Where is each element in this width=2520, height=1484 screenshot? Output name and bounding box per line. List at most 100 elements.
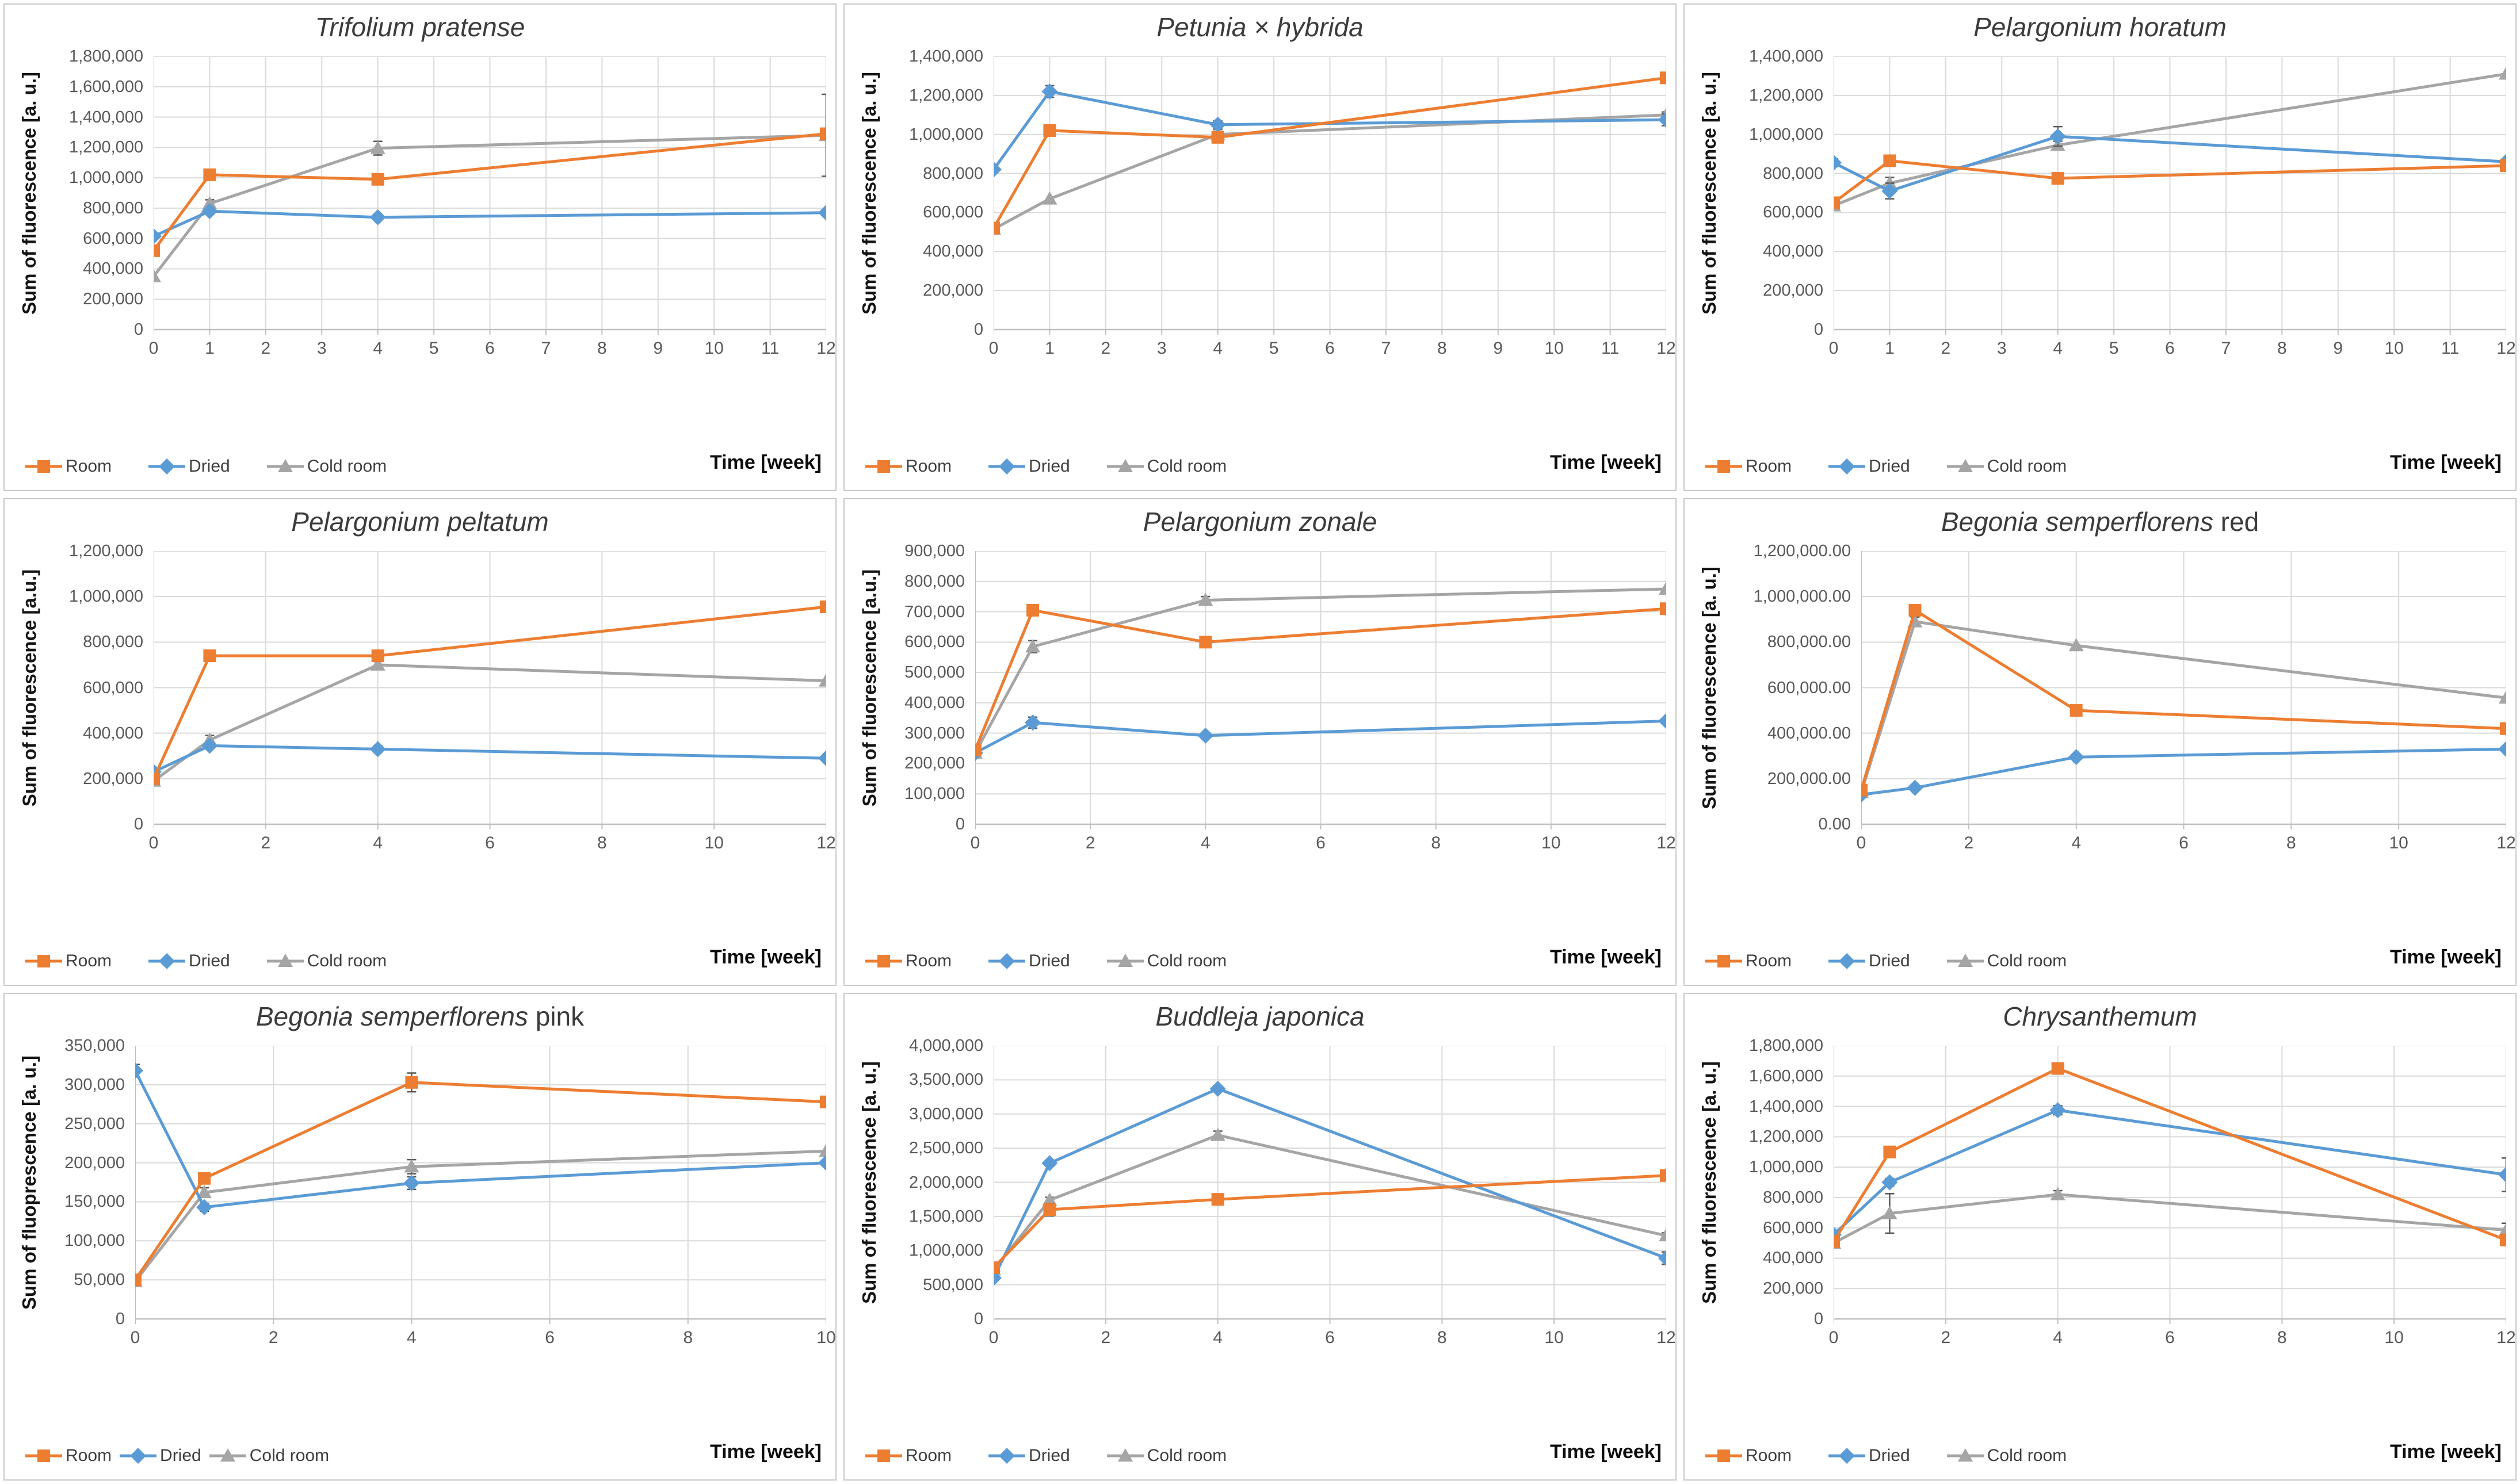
- chart-title: Begonia semperflorens pink: [5, 1001, 835, 1032]
- legend-label: Room: [66, 1446, 112, 1465]
- legend-label: Dried: [1029, 1446, 1070, 1465]
- series-dried: [135, 1062, 826, 1215]
- y-tick-label: 0: [973, 320, 983, 339]
- y-tick-label: 800,000.00: [1767, 633, 1851, 652]
- x-tick-label: 8: [2277, 339, 2287, 358]
- chart-title-species: Trifolium pratense: [315, 12, 525, 42]
- x-tick-label: 6: [2179, 833, 2189, 852]
- y-tick-label: 200,000: [83, 290, 143, 309]
- y-tick-label: 600,000: [1763, 203, 1823, 222]
- x-tick-label: 4: [1200, 833, 1211, 852]
- y-tick-label: 1,000,000: [908, 125, 983, 144]
- diamond-marker-icon: [1828, 1448, 1866, 1464]
- x-tick-label: 9: [653, 339, 663, 358]
- y-tick-label: 4,000,000: [908, 1036, 983, 1055]
- triangle-marker-icon: [1946, 459, 1984, 472]
- y-tick-label: 1,400,000: [68, 108, 143, 127]
- y-axis-label-wrap: Sum of fluorescence [a. u.]: [9, 56, 49, 330]
- chart-title: Pelargonium zonale: [845, 506, 1675, 537]
- x-tick-label: 4: [1213, 339, 1223, 358]
- chart-panel-9: Chrysanthemum Sum of fluorescence [a. u.]…: [1683, 993, 2517, 1481]
- legend-item-dried: Dried: [988, 1446, 1070, 1466]
- x-axis-label: Time [week]: [1549, 452, 1662, 473]
- legend-item-dried: Dried: [988, 951, 1070, 971]
- square-marker-icon: [25, 1449, 62, 1462]
- y-tick-label: 1,500,000: [908, 1207, 983, 1226]
- y-axis-label: Sum of fluorescence [a. u.]: [1698, 71, 1720, 315]
- x-tick-label: 12: [1656, 339, 1676, 358]
- legend: Room Dried Cold room: [25, 1446, 329, 1466]
- chart-panel-7: Begonia semperflorens pink Sum of fluopre…: [3, 993, 837, 1481]
- x-tick-label: 8: [1437, 339, 1447, 358]
- y-tick-label: 600,000: [83, 678, 143, 697]
- legend-label: Room: [906, 457, 952, 476]
- legend-item-dried: Dried: [1828, 457, 1910, 476]
- y-tick-label: 1,200,000: [68, 542, 143, 560]
- y-tick-label: 50,000: [74, 1271, 125, 1290]
- y-tick-label: 2,500,000: [908, 1139, 983, 1158]
- legend-item-cold-room: Cold room: [1106, 457, 1227, 476]
- triangle-marker-icon: [209, 1448, 246, 1462]
- x-axis-label: Time [week]: [709, 1441, 822, 1463]
- plot-area: [975, 551, 1666, 829]
- square-marker-icon: [865, 1449, 902, 1462]
- chart-title-species: Pelargonium horatum: [1973, 12, 2227, 42]
- y-tick-label: 300,000: [64, 1075, 125, 1094]
- x-tick-label: 0: [1828, 339, 1839, 358]
- legend-label: Dried: [1029, 457, 1070, 476]
- y-tick-label: 800,000: [923, 164, 983, 183]
- x-tick-label: 10: [1544, 1328, 1564, 1347]
- x-tick-label: 5: [429, 339, 439, 358]
- x-tick-label: 12: [816, 339, 836, 358]
- legend: Room Dried Cold room: [865, 951, 1227, 971]
- x-tick-label: 12: [2496, 1328, 2516, 1347]
- legend-item-dried: Dried: [988, 457, 1070, 476]
- series-dried: [994, 83, 1666, 178]
- y-tick-label: 1,200,000: [1748, 86, 1823, 105]
- y-tick-label: 200,000: [1763, 281, 1823, 300]
- y-tick-label: 1,000,000: [68, 587, 143, 606]
- y-tick-label: 0: [133, 815, 143, 833]
- legend: Room Dried Cold room: [1705, 457, 2067, 476]
- y-tick-label: 100,000: [64, 1231, 125, 1250]
- x-tick-label: 12: [2496, 339, 2516, 358]
- series-dried: [154, 203, 826, 244]
- diamond-marker-icon: [988, 458, 1026, 475]
- chart-title: Petunia × hybrida: [845, 12, 1675, 43]
- y-tick-label: 800,000: [1763, 1188, 1823, 1207]
- chart-title-species: Pelargonium peltatum: [291, 507, 549, 537]
- legend-item-cold-room: Cold room: [266, 951, 387, 971]
- series-dried: [1861, 741, 2506, 803]
- x-tick-label: 2: [1085, 833, 1095, 852]
- x-tick-label: 8: [2277, 1328, 2287, 1347]
- chart-title: Begonia semperflorens red: [1685, 506, 2515, 537]
- y-tick-label: 300,000: [904, 724, 965, 743]
- x-axis-label: Time [week]: [2389, 452, 2502, 473]
- x-tick-label: 1: [205, 339, 215, 358]
- x-axis-label: Time [week]: [1549, 946, 1662, 968]
- legend-label: Dried: [1029, 951, 1070, 970]
- x-axis-label: Time [week]: [709, 946, 822, 968]
- y-tick-label: 200,000: [923, 281, 983, 300]
- diamond-marker-icon: [148, 953, 186, 969]
- y-tick-label: 1,600,000: [68, 77, 143, 96]
- y-tick-label: 0.00: [1818, 815, 1851, 833]
- y-tick-label: 100,000: [904, 785, 965, 804]
- x-tick-label: 6: [485, 833, 495, 852]
- x-tick-label: 8: [2286, 833, 2296, 852]
- x-tick-label: 12: [1656, 1328, 1676, 1347]
- y-tick-label: 0: [955, 815, 965, 833]
- y-tick-label: 400,000: [1763, 1249, 1823, 1268]
- y-tick-label: 200,000.00: [1767, 769, 1851, 788]
- x-tick-label: 6: [1325, 1328, 1335, 1347]
- x-tick-label: 1: [1045, 339, 1055, 358]
- x-tick-label: 6: [2165, 1328, 2175, 1347]
- legend-label: Dried: [1869, 951, 1910, 970]
- x-tick-label: 7: [1381, 339, 1391, 358]
- legend-label: Cold room: [1147, 1446, 1227, 1465]
- x-tick-label: 1: [1885, 339, 1895, 358]
- legend-item-room: Room: [25, 1446, 112, 1466]
- x-tick-label: 10: [1544, 339, 1564, 358]
- y-tick-label: 400,000.00: [1767, 724, 1851, 743]
- legend-label: Dried: [1869, 1446, 1910, 1465]
